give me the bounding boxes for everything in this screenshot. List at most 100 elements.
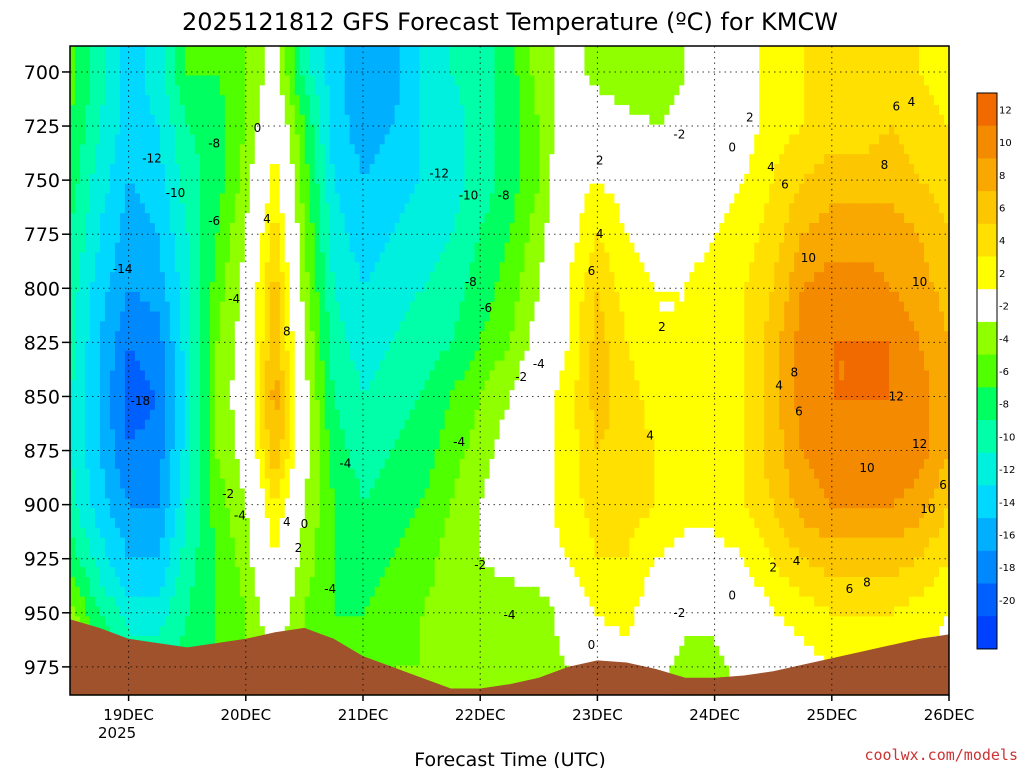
heatmap-cell — [729, 85, 735, 96]
heatmap-cell — [249, 321, 256, 332]
heatmap-cell — [749, 223, 755, 234]
heatmap-cell — [99, 173, 106, 185]
heatmap-cell — [74, 46, 81, 57]
heatmap-cell — [79, 46, 86, 57]
heatmap-cell — [334, 183, 341, 195]
heatmap-cell — [399, 203, 406, 214]
heatmap-cell — [359, 154, 366, 165]
heatmap-cell — [834, 311, 840, 322]
heatmap-cell — [229, 272, 236, 283]
heatmap-cell — [944, 291, 950, 303]
heatmap-cell — [884, 164, 890, 175]
heatmap-cell — [414, 291, 421, 303]
heatmap-cell — [164, 55, 171, 67]
heatmap-cell — [849, 134, 855, 145]
heatmap-cell — [924, 154, 930, 165]
heatmap-cell — [879, 164, 885, 175]
heatmap-cell — [769, 144, 775, 155]
heatmap-cell — [704, 242, 710, 254]
heatmap-cell — [639, 252, 645, 263]
heatmap-cell — [659, 114, 665, 126]
heatmap-cell — [819, 173, 825, 185]
heatmap-cell — [284, 95, 291, 106]
heatmap-cell — [504, 232, 511, 244]
heatmap-cell — [569, 301, 576, 313]
heatmap-cell — [134, 213, 141, 224]
heatmap-cell — [479, 301, 486, 313]
heatmap-cell — [499, 223, 506, 234]
heatmap-cell — [379, 242, 386, 254]
heatmap-cell — [644, 262, 650, 273]
heatmap-cell — [449, 95, 456, 106]
heatmap-cell — [864, 291, 870, 303]
heatmap-cell — [654, 193, 660, 204]
heatmap-cell — [749, 242, 755, 254]
heatmap-cell — [479, 183, 486, 195]
heatmap-cell — [919, 114, 925, 126]
heatmap-cell — [164, 311, 171, 322]
heatmap-cell — [159, 262, 166, 273]
heatmap-cell — [579, 134, 586, 145]
heatmap-cell — [109, 105, 116, 116]
heatmap-cell — [369, 55, 376, 67]
heatmap-cell — [724, 223, 730, 234]
heatmap-cell — [89, 75, 96, 86]
heatmap-cell — [684, 85, 690, 96]
heatmap-cell — [479, 262, 486, 273]
heatmap-cell — [74, 183, 81, 195]
heatmap-cell — [109, 164, 116, 175]
heatmap-cell — [70, 262, 76, 273]
heatmap-cell — [89, 46, 96, 57]
heatmap-cell — [154, 124, 161, 136]
heatmap-cell — [779, 134, 785, 145]
heatmap-cell — [79, 232, 86, 244]
heatmap-cell — [534, 291, 541, 303]
heatmap-cell — [459, 144, 466, 155]
heatmap-cell — [754, 164, 760, 175]
heatmap-cell — [119, 95, 126, 106]
heatmap-cell — [439, 272, 446, 283]
heatmap-cell — [554, 301, 561, 313]
heatmap-cell — [154, 183, 161, 195]
heatmap-cell — [759, 75, 765, 86]
heatmap-cell — [344, 223, 351, 234]
heatmap-cell — [549, 223, 556, 234]
heatmap-cell — [624, 282, 630, 293]
heatmap-cell — [804, 301, 810, 313]
heatmap-cell — [544, 242, 551, 254]
heatmap-cell — [919, 144, 925, 155]
heatmap-cell — [494, 193, 501, 204]
heatmap-cell — [559, 252, 566, 263]
heatmap-cell — [114, 193, 121, 204]
heatmap-cell — [364, 272, 371, 283]
heatmap-cell — [639, 173, 645, 185]
heatmap-cell — [314, 75, 321, 86]
heatmap-cell — [109, 282, 116, 293]
heatmap-cell — [784, 144, 790, 155]
heatmap-cell — [494, 173, 501, 185]
heatmap-cell — [354, 213, 361, 224]
heatmap-cell — [824, 213, 830, 224]
heatmap-cell — [309, 183, 316, 195]
heatmap-cell — [289, 173, 296, 185]
heatmap-cell — [694, 223, 700, 234]
heatmap-cell — [529, 114, 536, 126]
heatmap-cell — [209, 282, 216, 293]
heatmap-cell — [914, 105, 920, 116]
heatmap-cell — [689, 301, 695, 313]
heatmap-cell — [879, 183, 885, 195]
heatmap-cell — [279, 272, 286, 283]
heatmap-cell — [569, 252, 576, 263]
heatmap-cell — [384, 321, 391, 332]
heatmap-cell — [639, 46, 645, 57]
heatmap-cell — [534, 164, 541, 175]
heatmap-cell — [899, 114, 905, 126]
heatmap-cell — [154, 282, 161, 293]
heatmap-cell — [724, 134, 730, 145]
heatmap-cell — [799, 144, 805, 155]
heatmap-cell — [299, 193, 306, 204]
heatmap-cell — [84, 75, 91, 86]
heatmap-cell — [329, 46, 336, 57]
heatmap-cell — [794, 282, 800, 293]
heatmap-cell — [509, 301, 516, 313]
